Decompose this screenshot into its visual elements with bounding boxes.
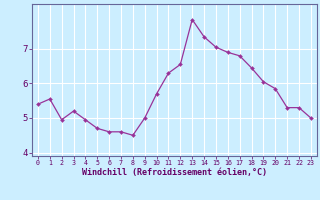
X-axis label: Windchill (Refroidissement éolien,°C): Windchill (Refroidissement éolien,°C) [82,168,267,177]
